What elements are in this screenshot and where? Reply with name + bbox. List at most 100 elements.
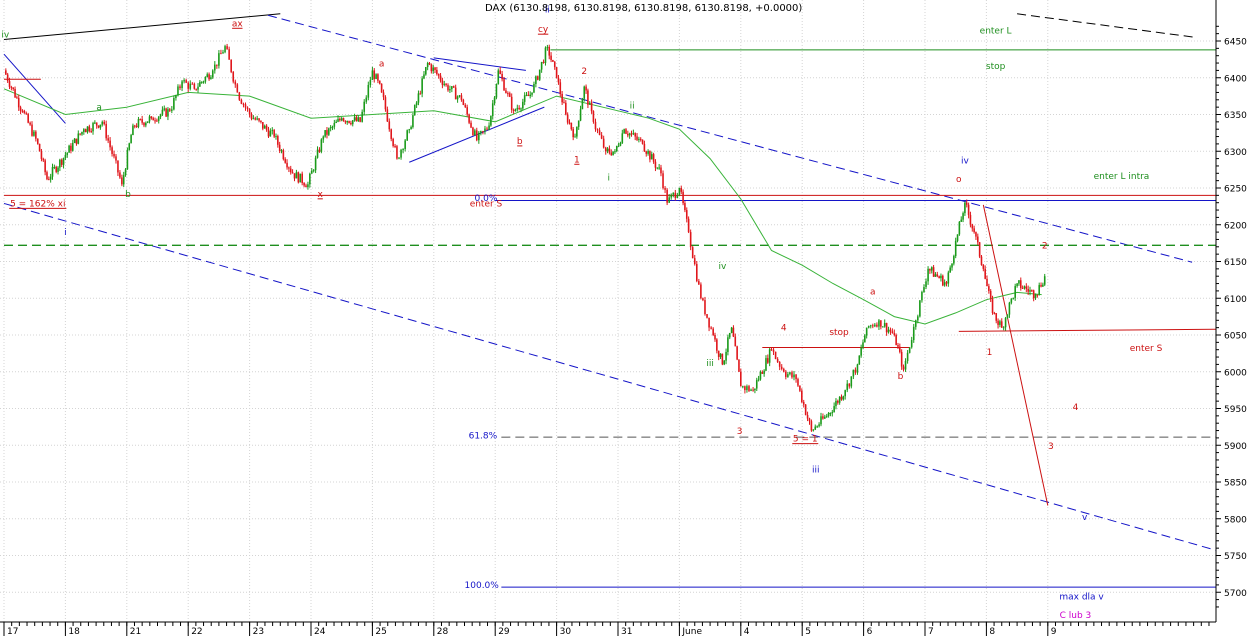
- candle-body: [914, 320, 917, 327]
- candle-body: [342, 118, 345, 122]
- candle-body: [608, 148, 611, 153]
- candle-body: [848, 383, 851, 387]
- candle-body: [647, 151, 649, 154]
- x-axis-tick-label: 23: [253, 627, 264, 636]
- candle-body: [353, 117, 356, 121]
- candle-body: [117, 160, 119, 173]
- candle-body: [439, 75, 442, 81]
- candle-body: [552, 59, 554, 62]
- candle-body: [417, 93, 420, 103]
- x-axis-tick-label: 21: [130, 627, 141, 636]
- candle-body: [350, 122, 352, 125]
- annotation-label: enter L intra: [1094, 172, 1150, 182]
- candle-body: [967, 204, 970, 215]
- candle-body: [413, 105, 416, 116]
- candle-body: [48, 179, 50, 181]
- annotation-label: 4: [1073, 403, 1079, 413]
- candle-body: [328, 128, 330, 135]
- candle-body: [265, 125, 268, 130]
- candle-body: [398, 157, 400, 159]
- candle-body: [68, 145, 70, 153]
- candle-body: [415, 102, 418, 106]
- candle-body: [962, 213, 964, 220]
- annotation-label: 100.0%: [465, 581, 500, 591]
- annotation-label: max dla v: [1059, 593, 1104, 603]
- candle-body: [19, 107, 22, 111]
- candle-body: [505, 90, 507, 94]
- candle-body: [535, 76, 537, 84]
- candle-body: [161, 109, 164, 115]
- candle-body: [693, 258, 696, 265]
- candle-body: [337, 118, 339, 122]
- candle-body: [761, 371, 764, 374]
- candle-body: [1042, 284, 1044, 287]
- candle-body: [557, 77, 560, 83]
- candle-body: [1025, 286, 1028, 290]
- candle-body: [200, 81, 203, 83]
- candle-body: [367, 84, 370, 98]
- candle-body: [844, 390, 846, 397]
- candle-body: [736, 346, 738, 360]
- annotation-label: stop: [986, 62, 1006, 72]
- candle-body: [396, 146, 398, 159]
- candle-body: [139, 119, 142, 121]
- candle-body: [148, 116, 151, 122]
- candle-body: [632, 133, 635, 135]
- candle-body: [8, 81, 11, 87]
- candle-body: [346, 120, 349, 123]
- candle-body: [484, 128, 486, 132]
- candle-body: [75, 138, 78, 144]
- candle-body: [493, 97, 496, 104]
- annotation-label: 61.8%: [469, 432, 498, 442]
- price-series: [5, 43, 1046, 432]
- x-axis-tick-label: 17: [7, 627, 18, 636]
- candle-body: [103, 121, 106, 124]
- candle-body: [16, 97, 18, 99]
- candle-body: [893, 333, 896, 335]
- candle-body: [462, 99, 465, 105]
- candle-body: [700, 284, 702, 299]
- y-axis-tick-label: 5900: [1224, 442, 1247, 452]
- candle-body: [208, 74, 210, 80]
- candle-body: [288, 167, 290, 169]
- candle-body: [727, 337, 729, 352]
- x-axis-tick-label: 28: [437, 627, 449, 636]
- candle-body: [772, 349, 775, 352]
- candle-body: [90, 131, 92, 133]
- annotation-label: 5 = 1: [793, 435, 818, 445]
- candle-body: [755, 380, 758, 389]
- candle-body: [307, 184, 309, 188]
- candle-body: [527, 94, 530, 97]
- candle-body: [234, 81, 237, 85]
- candle-body: [42, 158, 45, 161]
- candle-body: [193, 83, 196, 89]
- y-axis-tick-label: 5800: [1224, 515, 1247, 525]
- candle-body: [1036, 294, 1039, 296]
- candle-body: [938, 276, 940, 279]
- candle-body: [408, 129, 411, 131]
- candle-body: [925, 281, 927, 288]
- candle-body: [752, 389, 754, 391]
- candle-body: [388, 121, 391, 130]
- candle-body: [344, 121, 347, 123]
- candle-body: [250, 114, 253, 119]
- candle-body: [254, 118, 257, 120]
- candle-body: [533, 83, 535, 93]
- candle-body: [993, 312, 996, 314]
- candle-body: [744, 386, 746, 391]
- candle-body: [664, 188, 666, 190]
- candle-body: [719, 353, 722, 357]
- candle-body: [324, 130, 326, 137]
- y-axis-tick-label: 6050: [1224, 332, 1247, 342]
- candle-body: [978, 242, 981, 257]
- candle-body: [721, 353, 724, 365]
- y-axis-tick-label: 6300: [1224, 148, 1247, 158]
- annotation-label: iii: [706, 359, 714, 369]
- candle-body: [156, 120, 158, 122]
- candle-body: [634, 133, 636, 137]
- candle-body: [919, 300, 921, 317]
- candle-body: [1021, 287, 1024, 289]
- candle-body: [742, 386, 744, 388]
